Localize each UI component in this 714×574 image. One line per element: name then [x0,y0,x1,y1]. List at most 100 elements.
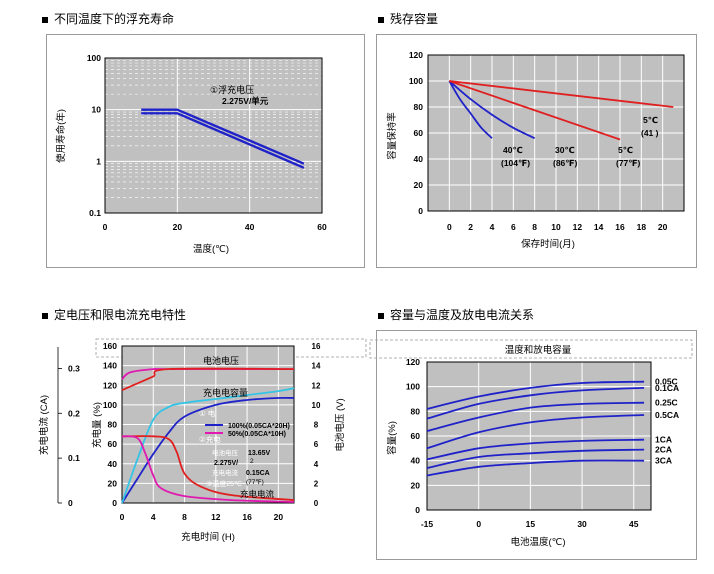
captemp-x-tick: -15 [421,519,434,529]
float-life-y-label: 使用寿命(年) [55,109,67,163]
captemp-series-label: 0.1CA [655,383,679,393]
residual-x-tick: 8 [532,222,537,232]
charge-y-tick: 0 [112,498,117,508]
charge-yr-tick: 2 [314,479,319,488]
residual-x-tick: 6 [511,222,516,232]
residual-line-3 [449,80,674,108]
charge-yr-tick: 4 [314,460,319,469]
residual-x-tick: 4 [490,222,495,232]
charge-legend-1: 100%(0.05CA*20H) [228,423,290,430]
float-life-line-lower [141,112,305,169]
charge-y-tick: 140 [103,361,117,371]
float-life-x-tick: 60 [317,222,327,232]
captemp-y-tick: 120 [406,357,420,367]
charge-yr-tick: 10 [312,401,321,410]
heading-residual-capacity-text: 残存容量 [390,12,439,26]
charge-line-voltage_50 [121,367,295,392]
captemp-x-label: 电池温度(℃) [511,536,566,548]
float-life-annotation-1: ①浮充电压 [210,84,254,95]
heading-charge-characteristics: 定电压和限电流充电特性 [42,306,186,323]
captemp-y-tick: 40 [411,456,421,466]
captemp-series-label: 0.05C [655,377,678,387]
captemp-y-label: 容量(%) [386,421,398,455]
residual-x-label: 保存时间(月) [521,238,575,250]
heading-float-life: 不同温度下的浮充寿命 [42,10,174,27]
residual-line-0 [448,80,493,139]
captemp-series-label: 1CA [655,435,672,445]
charge-line-current_100 [121,435,295,501]
charge-cond-v2b: 2 [250,458,254,465]
residual-y-tick: 60 [414,128,424,138]
charge-x-tick: 4 [151,512,156,522]
residual-label-f: (41 ) [641,128,659,138]
residual-y-label: 容量保持率 [386,112,398,160]
charge-x-tick: 16 [242,512,252,522]
captemp-series-label: 0.25C [655,398,678,408]
charge-legend-2: 50%(0.05CA*10H) [228,431,286,438]
captemp-x-tick: 0 [476,519,481,529]
float-life-x-tick: 40 [245,222,255,232]
residual-label-f: (104℉) [501,158,530,168]
captemp-x-tick: 15 [526,519,536,529]
charge-yr-tick: 8 [314,421,319,430]
residual-x-tick: 12 [573,222,583,232]
captemp-y-tick: 0 [415,505,420,515]
heading-capacity-temperature-text: 容量与温度及放电电流关系 [390,308,535,322]
residual-label-temp: 30℃ [555,145,575,155]
captemp-line-1 [426,387,645,420]
float-life-y-tick: 1 [96,156,101,166]
captemp-x-tick: 30 [577,519,587,529]
residual-y-tick: 20 [414,180,424,190]
residual-x-tick: 14 [594,222,604,232]
residual-label-f: (86℉) [553,158,578,168]
charge-y-tick: 160 [103,341,117,351]
charge-x-tick: 8 [182,512,187,522]
residual-label-temp: 5℃ [618,145,633,155]
charge-yr-tick: 12 [312,381,321,390]
charge-cond-v: 13.65V [248,450,271,457]
charge-cond-v-label: 电池电压 [212,448,239,457]
float-life-x-tick: 20 [173,222,183,232]
residual-x-tick: 2 [468,222,473,232]
charge-cond-2: ②充电 [199,434,221,444]
float-life-y-tick: 10 [92,105,102,115]
charge-current-tick: 0.2 [68,408,80,418]
heading-charge-characteristics-text: 定电压和限电流充电特性 [54,308,187,322]
residual-x-tick: 20 [658,222,668,232]
float-life-frame [104,57,323,214]
residual-label-f: (77℉) [616,158,641,168]
residual-label-temp: 40℃ [503,145,523,155]
captemp-y-tick: 80 [411,406,421,416]
captemp-series-label: 0.5CA [655,410,679,420]
charge-frame [121,345,295,504]
captemp-frame [426,361,652,511]
charge-current-tick: 0 [68,498,73,508]
residual-y-tick: 80 [414,102,424,112]
heading-residual-capacity: 残存容量 [378,10,438,27]
captemp-line-5 [426,448,645,469]
charge-capacity-label: 充电量 (%) [91,402,103,448]
charge-voltage-label: 电池电压 (V) [334,398,346,451]
charge-current-label: 充电电流 (CA) [38,395,50,455]
charge-x-tick: 0 [120,512,125,522]
charge-x-label: 充电时间 (H) [181,531,235,543]
heading-capacity-temperature: 容量与温度及放电电流关系 [378,306,534,323]
residual-x-tick: 16 [615,222,625,232]
captemp-y-tick: 100 [406,382,420,392]
residual-x-tick: 10 [551,222,561,232]
charge-line-capacity_100 [121,396,295,504]
float-life-annotation-2: 2.275V/单元 [222,96,269,106]
float-life-y-tick: 100 [87,53,101,63]
residual-y-tick: 100 [409,76,423,86]
charge-cond-t2: (77℉) [246,479,264,486]
charge-y-tick: 80 [108,420,118,430]
residual-label-temp: 5℃ [643,115,658,125]
captemp-y-tick: 20 [411,480,421,490]
charge-yr-tick: 16 [312,342,321,351]
charge-cond-i-label: 充电电流 [212,468,239,477]
captemp-leader-box [369,339,693,359]
captemp-line-0 [426,380,645,410]
captemp-subtitle: 温度和放电容量 [505,344,572,356]
charge-y-tick: 60 [108,439,118,449]
charge-yr-tick: 0 [314,499,319,508]
